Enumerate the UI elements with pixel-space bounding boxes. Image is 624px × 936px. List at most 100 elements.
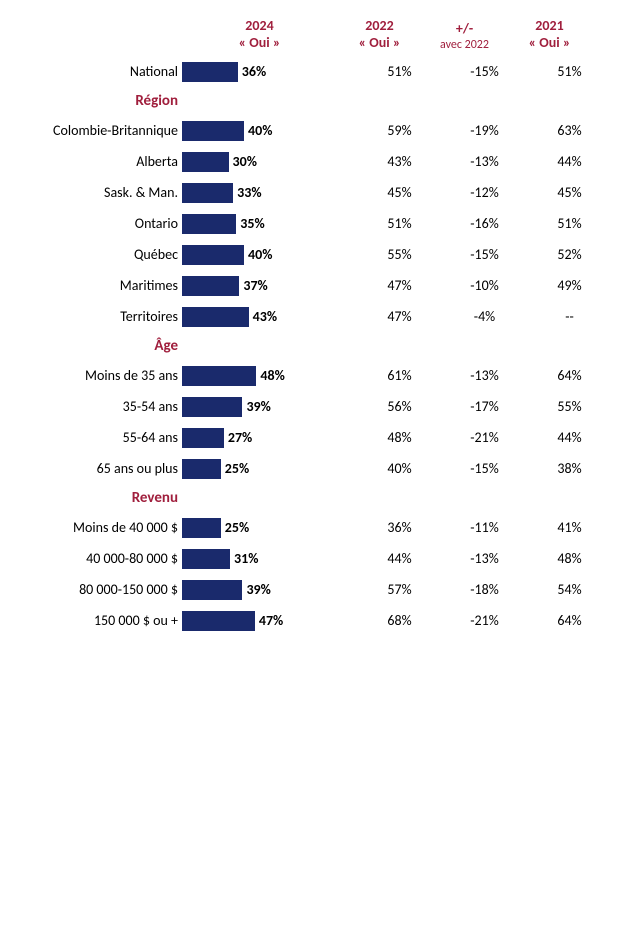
bar [182, 276, 239, 296]
col-2021: 51% [527, 215, 612, 232]
col-2022: 57% [357, 581, 442, 598]
bar-value-label: 31% [234, 550, 258, 567]
bar-value-label: 30% [233, 153, 257, 170]
header-2022-l1: 2022 [337, 18, 422, 35]
bar-cell: 35% [182, 214, 357, 234]
bar-cell: 31% [182, 549, 357, 569]
col-diff: -13% [442, 153, 527, 170]
bar-value-label: 43% [253, 308, 277, 325]
bar-value-label: 36% [242, 63, 266, 80]
col-2022: 40% [357, 460, 442, 477]
bar-cell: 40% [182, 121, 357, 141]
data-row: 40 000-80 000 $31%44%-13%48% [5, 543, 614, 574]
bar [182, 152, 229, 172]
bar [182, 580, 242, 600]
data-row: Sask. & Man.33%45%-12%45% [5, 177, 614, 208]
bar [182, 459, 221, 479]
bar-value-label: 27% [228, 429, 252, 446]
data-row: 150 000 $ ou +47%68%-21%64% [5, 605, 614, 636]
header-2022: 2022 « Oui » [337, 18, 422, 52]
row-label: National [5, 63, 182, 80]
bar [182, 518, 221, 538]
col-2022: 51% [357, 215, 442, 232]
section-title: Âge [5, 337, 182, 355]
header-2022-l2: « Oui » [337, 35, 422, 52]
col-2021: 45% [527, 184, 612, 201]
col-diff: -15% [442, 246, 527, 263]
col-2021: 41% [527, 519, 612, 536]
col-diff: -11% [442, 519, 527, 536]
col-diff: -18% [442, 581, 527, 598]
row-label: 150 000 $ ou + [5, 612, 182, 629]
bar [182, 62, 238, 82]
bar [182, 397, 242, 417]
col-2021: 64% [527, 612, 612, 629]
header-2024: 2024 « Oui » [182, 18, 337, 52]
bar-cell: 33% [182, 183, 357, 203]
header-2024-l1: 2024 [182, 18, 337, 35]
bar-value-label: 33% [237, 184, 261, 201]
bar-cell: 47% [182, 611, 357, 631]
bar-cell: 37% [182, 276, 357, 296]
bar-cell: 48% [182, 366, 357, 386]
bar [182, 245, 244, 265]
row-label: 65 ans ou plus [5, 460, 182, 477]
data-row: Maritimes37%47%-10%49% [5, 270, 614, 301]
col-2022: 61% [357, 367, 442, 384]
header-row: 2024 « Oui » 2022 « Oui » +/- avec 2022 … [5, 10, 614, 52]
bar-value-label: 39% [246, 398, 270, 415]
col-2021: 44% [527, 429, 612, 446]
col-2021: 44% [527, 153, 612, 170]
data-row: 80 000-150 000 $39%57%-18%54% [5, 574, 614, 605]
col-2021: -- [527, 308, 612, 325]
bar-cell: 30% [182, 152, 357, 172]
bar-cell: 25% [182, 459, 357, 479]
row-label: Sask. & Man. [5, 184, 182, 201]
col-diff: -17% [442, 398, 527, 415]
col-2021: 51% [527, 63, 612, 80]
section-title: Revenu [5, 489, 182, 507]
bar-cell: 43% [182, 307, 357, 327]
col-2021: 52% [527, 246, 612, 263]
bar-cell: 39% [182, 580, 357, 600]
section-header: Région [5, 87, 614, 115]
col-diff: -16% [442, 215, 527, 232]
col-2021: 55% [527, 398, 612, 415]
bar-value-label: 39% [246, 581, 270, 598]
row-label: Alberta [5, 153, 182, 170]
row-label: Moins de 40 000 $ [5, 519, 182, 536]
row-label: Ontario [5, 215, 182, 232]
col-2021: 63% [527, 122, 612, 139]
row-label: 40 000-80 000 $ [5, 550, 182, 567]
col-diff: -19% [442, 122, 527, 139]
col-2022: 51% [357, 63, 442, 80]
col-diff: -4% [442, 308, 527, 325]
bar-value-label: 40% [248, 246, 272, 263]
row-label: Colombie-Britannique [5, 122, 182, 139]
row-label: 35-54 ans [5, 398, 182, 415]
col-diff: -10% [442, 277, 527, 294]
header-2024-l2: « Oui » [182, 35, 337, 52]
bar-cell: 27% [182, 428, 357, 448]
bar [182, 428, 224, 448]
bar-value-label: 25% [225, 519, 249, 536]
col-2022: 36% [357, 519, 442, 536]
col-diff: -15% [442, 63, 527, 80]
col-2022: 44% [357, 550, 442, 567]
col-2021: 64% [527, 367, 612, 384]
col-diff: -15% [442, 460, 527, 477]
data-row: 55-64 ans27%48%-21%44% [5, 422, 614, 453]
row-label: 55-64 ans [5, 429, 182, 446]
bar [182, 549, 230, 569]
data-row: Alberta30%43%-13%44% [5, 146, 614, 177]
col-2022: 48% [357, 429, 442, 446]
col-diff: -21% [442, 612, 527, 629]
col-2021: 38% [527, 460, 612, 477]
bar [182, 366, 256, 386]
bar [182, 307, 249, 327]
bar-value-label: 35% [240, 215, 264, 232]
col-diff: -13% [442, 550, 527, 567]
col-2022: 55% [357, 246, 442, 263]
header-2021-l1: 2021 [507, 18, 592, 35]
col-diff: -12% [442, 184, 527, 201]
